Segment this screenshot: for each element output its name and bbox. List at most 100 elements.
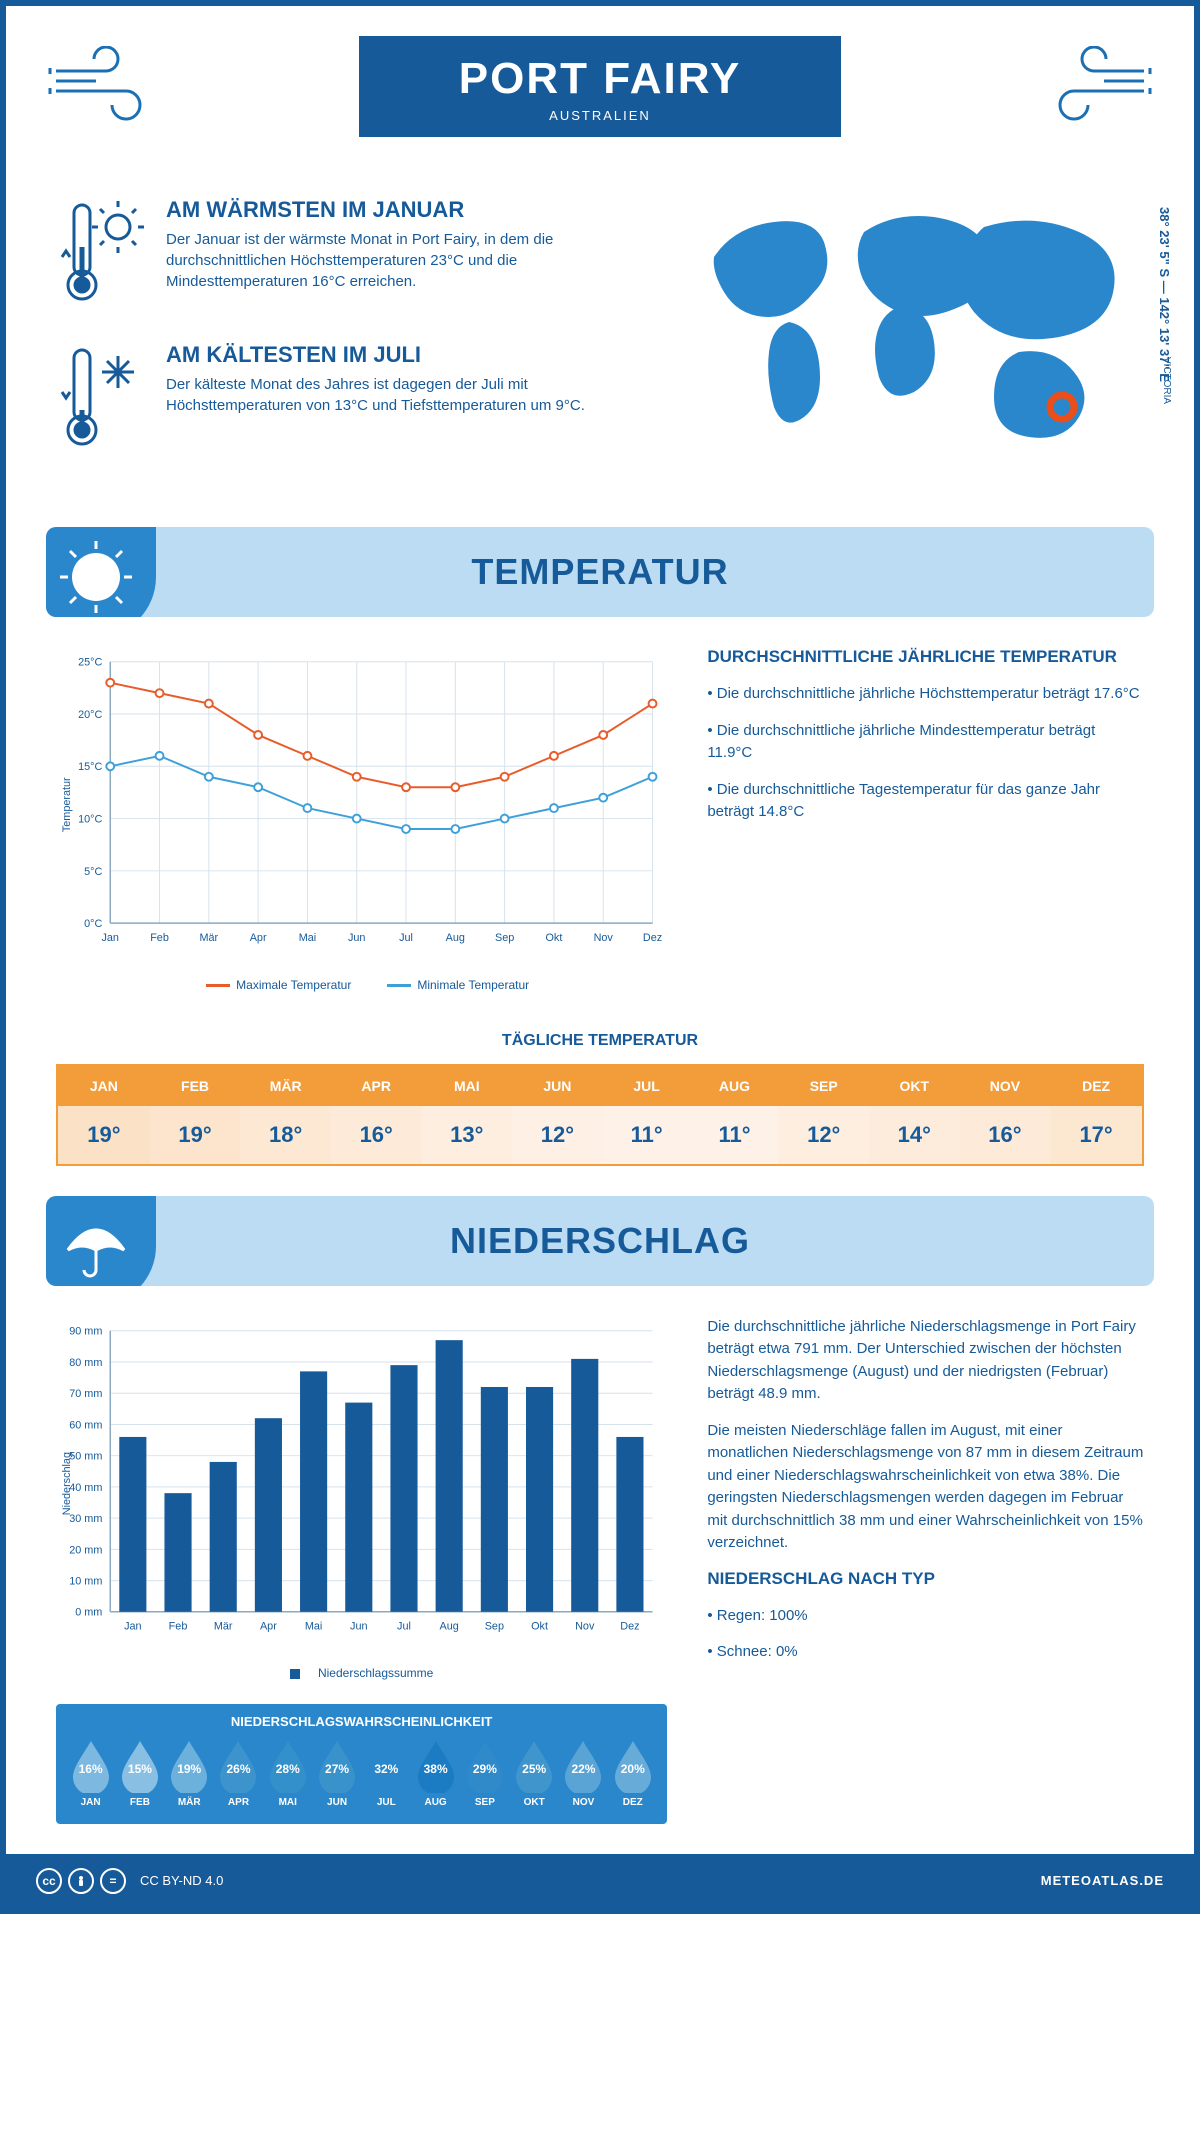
- svg-text:Apr: Apr: [260, 1620, 277, 1632]
- thermometer-sun-icon: [56, 197, 146, 312]
- svg-text:Okt: Okt: [531, 1620, 548, 1632]
- daily-temp-heading: TÄGLICHE TEMPERATUR: [56, 1032, 1144, 1050]
- intro-section: AM WÄRMSTEN IM JANUAR Der Januar ist der…: [6, 177, 1194, 527]
- precip-drop: 15% FEB: [115, 1739, 164, 1808]
- page-subtitle: AUSTRALIEN: [459, 108, 741, 123]
- fact-warm-text: Der Januar ist der wärmste Monat in Port…: [166, 229, 654, 292]
- svg-text:15°C: 15°C: [78, 761, 102, 773]
- fact-warm-title: AM WÄRMSTEN IM JANUAR: [166, 197, 654, 223]
- svg-text:80 mm: 80 mm: [69, 1356, 102, 1368]
- svg-text:20 mm: 20 mm: [69, 1544, 102, 1556]
- precip-drop: 38% AUG: [411, 1739, 460, 1808]
- svg-text:Mai: Mai: [299, 932, 316, 944]
- precip-drop: 28% MAI: [263, 1739, 312, 1808]
- coordinates: 38° 23' 5" S — 142° 13' 37" E: [1157, 207, 1172, 382]
- precip-drop: 32% JUL: [362, 1739, 411, 1808]
- svg-text:0°C: 0°C: [84, 918, 102, 930]
- temperature-info: DURCHSCHNITTLICHE JÄHRLICHE TEMPERATUR •…: [707, 647, 1144, 992]
- svg-text:Nov: Nov: [575, 1620, 595, 1632]
- precip-drop: 19% MÄR: [165, 1739, 214, 1808]
- fact-cold-text: Der kälteste Monat des Jahres ist dagege…: [166, 374, 654, 416]
- svg-text:70 mm: 70 mm: [69, 1388, 102, 1400]
- license-badge: cc = CC BY-ND 4.0: [36, 1868, 223, 1894]
- nd-icon: =: [100, 1868, 126, 1894]
- temp-bullet: • Die durchschnittliche jährliche Höchst…: [707, 683, 1144, 706]
- world-map: [684, 197, 1144, 447]
- precipitation-section: 0 mm10 mm20 mm30 mm40 mm50 mm60 mm70 mm8…: [6, 1286, 1194, 1854]
- precip-type-heading: NIEDERSCHLAG NACH TYP: [707, 1569, 1144, 1589]
- month-header: SEP: [778, 1065, 869, 1106]
- month-header: NOV: [960, 1065, 1051, 1106]
- temp-info-heading: DURCHSCHNITTLICHE JÄHRLICHE TEMPERATUR: [707, 647, 1144, 667]
- temp-bullet: • Die durchschnittliche Tagestemperatur …: [707, 779, 1144, 824]
- svg-text:0 mm: 0 mm: [75, 1606, 102, 1618]
- month-header: JAN: [57, 1065, 150, 1106]
- svg-text:60 mm: 60 mm: [69, 1419, 102, 1431]
- umbrella-icon: [46, 1196, 156, 1286]
- temp-cell: 12°: [512, 1106, 603, 1165]
- temp-cell: 14°: [869, 1106, 960, 1165]
- svg-text:50 mm: 50 mm: [69, 1450, 102, 1462]
- svg-text:Temperatur: Temperatur: [61, 777, 73, 832]
- svg-text:Feb: Feb: [150, 932, 169, 944]
- site-name: METEOATLAS.DE: [1041, 1873, 1164, 1888]
- temperature-chart: 0°C5°C10°C15°C20°C25°CJanFebMärAprMaiJun…: [56, 647, 667, 992]
- precip-text-1: Die durchschnittliche jährliche Niedersc…: [707, 1316, 1144, 1406]
- temp-cell: 18°: [240, 1106, 331, 1165]
- precip-type-bullet: • Schnee: 0%: [707, 1641, 1144, 1664]
- temp-cell: 19°: [150, 1106, 241, 1165]
- temp-cell: 16°: [331, 1106, 422, 1165]
- month-header: OKT: [869, 1065, 960, 1106]
- month-header: MÄR: [240, 1065, 331, 1106]
- svg-text:Apr: Apr: [250, 932, 267, 944]
- precipitation-chart: 0 mm10 mm20 mm30 mm40 mm50 mm60 mm70 mm8…: [56, 1316, 667, 1824]
- svg-text:Jun: Jun: [348, 932, 365, 944]
- svg-text:Sep: Sep: [495, 932, 514, 944]
- svg-text:Dez: Dez: [620, 1620, 639, 1632]
- svg-text:10 mm: 10 mm: [69, 1575, 102, 1587]
- precipitation-info: Die durchschnittliche jährliche Niedersc…: [707, 1316, 1144, 1824]
- wind-icon-left: [46, 46, 156, 131]
- svg-text:Nov: Nov: [594, 932, 614, 944]
- precipitation-title: NIEDERSCHLAG: [86, 1220, 1114, 1262]
- svg-text:Niederschlag: Niederschlag: [61, 1452, 73, 1515]
- fact-coldest: AM KÄLTESTEN IM JULI Der kälteste Monat …: [56, 342, 654, 457]
- temp-cell: 19°: [57, 1106, 150, 1165]
- thermometer-snow-icon: [56, 342, 146, 457]
- svg-text:Okt: Okt: [546, 932, 563, 944]
- chart-legend: Niederschlagssumme: [56, 1666, 667, 1680]
- svg-text:Jul: Jul: [399, 932, 413, 944]
- svg-text:Jun: Jun: [350, 1620, 367, 1632]
- cc-icon: cc: [36, 1868, 62, 1894]
- svg-text:40 mm: 40 mm: [69, 1481, 102, 1493]
- temp-cell: 17°: [1050, 1106, 1143, 1165]
- daily-temperature-table: TÄGLICHE TEMPERATUR JANFEBMÄRAPRMAIJUNJU…: [56, 1032, 1144, 1166]
- page: PORT FAIRY AUSTRALIEN: [0, 0, 1200, 1914]
- by-icon: [68, 1868, 94, 1894]
- temp-cell: 11°: [691, 1106, 779, 1165]
- month-header: APR: [331, 1065, 422, 1106]
- svg-text:25°C: 25°C: [78, 657, 102, 669]
- temperature-title: TEMPERATUR: [86, 551, 1114, 593]
- svg-text:Jan: Jan: [124, 1620, 141, 1632]
- precip-drop: 27% JUN: [312, 1739, 361, 1808]
- svg-text:Sep: Sep: [485, 1620, 504, 1632]
- fact-warmest: AM WÄRMSTEN IM JANUAR Der Januar ist der…: [56, 197, 654, 312]
- precip-drop: 22% NOV: [559, 1739, 608, 1808]
- month-header: DEZ: [1050, 1065, 1143, 1106]
- fact-text: AM WÄRMSTEN IM JANUAR Der Januar ist der…: [166, 197, 654, 312]
- month-header: AUG: [691, 1065, 779, 1106]
- month-header: JUN: [512, 1065, 603, 1106]
- svg-text:Feb: Feb: [169, 1620, 188, 1632]
- svg-text:5°C: 5°C: [84, 866, 102, 878]
- svg-text:Jul: Jul: [397, 1620, 411, 1632]
- month-header: FEB: [150, 1065, 241, 1106]
- svg-text:20°C: 20°C: [78, 709, 102, 721]
- precip-drop: 25% OKT: [510, 1739, 559, 1808]
- temp-cell: 13°: [422, 1106, 513, 1165]
- temp-cell: 11°: [603, 1106, 691, 1165]
- intro-facts: AM WÄRMSTEN IM JANUAR Der Januar ist der…: [56, 197, 654, 487]
- svg-text:Jan: Jan: [102, 932, 119, 944]
- world-map-container: 38° 23' 5" S — 142° 13' 37" E VICTORIA: [684, 197, 1144, 487]
- temperature-section: 0°C5°C10°C15°C20°C25°CJanFebMärAprMaiJun…: [6, 617, 1194, 1196]
